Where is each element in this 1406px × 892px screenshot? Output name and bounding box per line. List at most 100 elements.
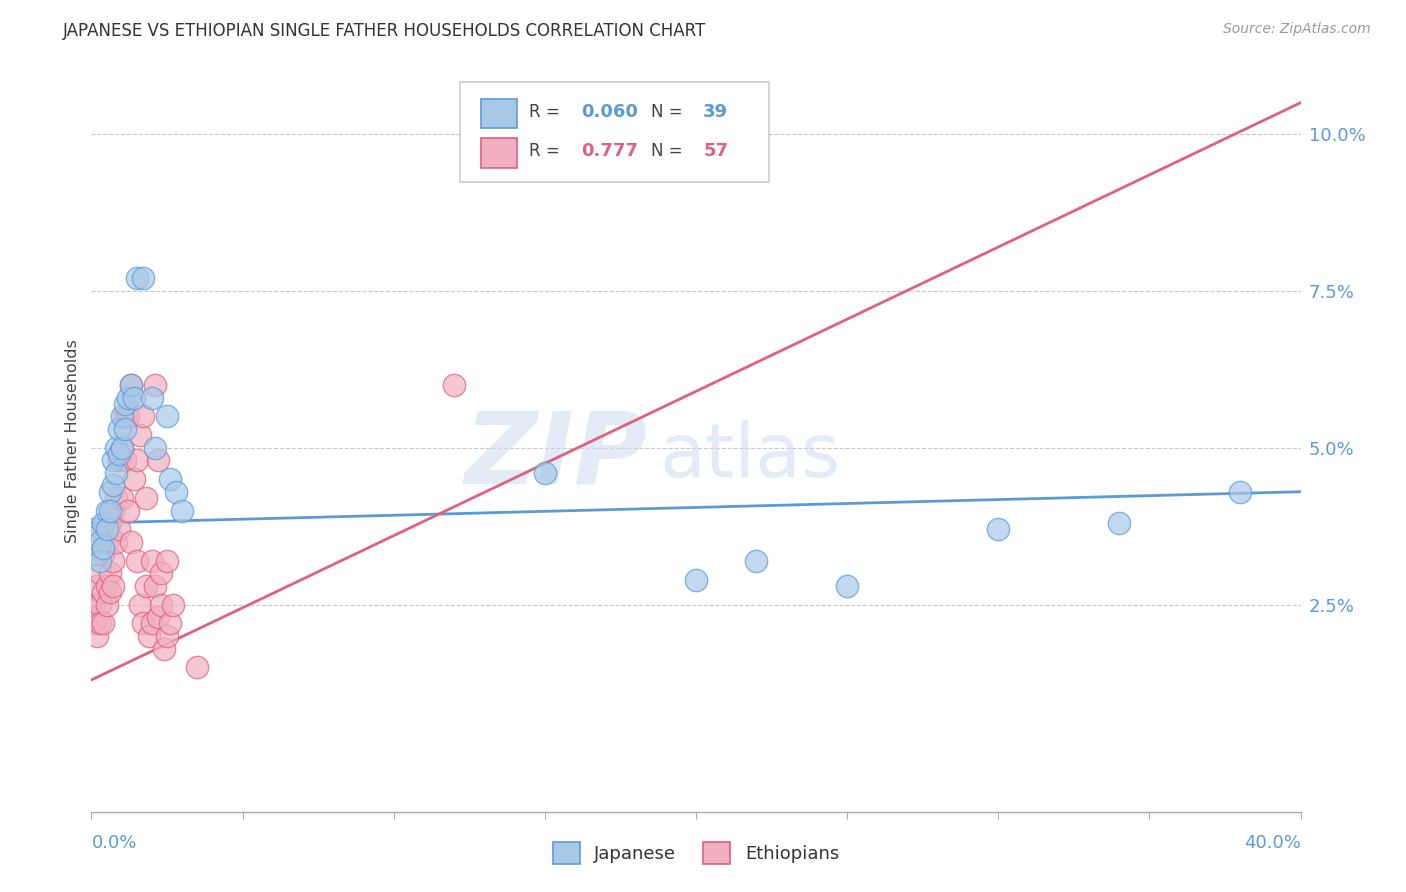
Point	[114, 453, 136, 467]
Legend: Japanese, Ethiopians: Japanese, Ethiopians	[544, 833, 848, 873]
Point	[96, 522, 118, 536]
Point	[107, 522, 129, 536]
Point	[125, 453, 148, 467]
Point	[153, 641, 176, 656]
Point	[83, 616, 105, 631]
Point	[93, 616, 115, 631]
Point	[96, 579, 118, 593]
Point	[104, 441, 127, 455]
Text: R =: R =	[529, 143, 565, 161]
Point	[107, 453, 129, 467]
Text: 0.060: 0.060	[581, 103, 638, 121]
Point	[114, 397, 136, 411]
Point	[96, 598, 118, 612]
Point	[114, 409, 136, 424]
Point	[104, 466, 127, 480]
Point	[89, 598, 111, 612]
Point	[745, 554, 768, 568]
Point	[104, 535, 127, 549]
Point	[146, 453, 169, 467]
Point	[120, 535, 142, 549]
Point	[128, 428, 150, 442]
Text: 57: 57	[703, 143, 728, 161]
Text: R =: R =	[529, 103, 565, 121]
Point	[86, 610, 108, 624]
Point	[162, 598, 184, 612]
Point	[89, 554, 111, 568]
FancyBboxPatch shape	[460, 82, 769, 183]
Point	[156, 554, 179, 568]
Point	[101, 453, 124, 467]
Point	[1108, 516, 1130, 530]
Point	[132, 616, 155, 631]
Point	[172, 503, 194, 517]
Point	[101, 554, 124, 568]
Point	[98, 484, 121, 499]
Point	[98, 585, 121, 599]
Text: Source: ZipAtlas.com: Source: ZipAtlas.com	[1223, 22, 1371, 37]
Point	[156, 629, 179, 643]
Point	[143, 378, 166, 392]
Text: 39: 39	[703, 103, 728, 121]
Point	[132, 409, 155, 424]
Point	[93, 585, 115, 599]
Point	[146, 610, 169, 624]
FancyBboxPatch shape	[481, 138, 517, 168]
Point	[98, 566, 121, 581]
Point	[135, 579, 157, 593]
Point	[138, 629, 160, 643]
Point	[159, 616, 181, 631]
Point	[96, 503, 118, 517]
Text: 0.0%: 0.0%	[91, 834, 136, 852]
Point	[107, 422, 129, 436]
Point	[1229, 484, 1251, 499]
Point	[141, 554, 163, 568]
Point	[987, 522, 1010, 536]
Point	[107, 447, 129, 461]
Point	[101, 478, 124, 492]
Point	[111, 441, 132, 455]
Point	[835, 579, 858, 593]
Point	[143, 579, 166, 593]
Point	[141, 616, 163, 631]
Point	[101, 503, 124, 517]
Point	[149, 598, 172, 612]
Text: ZIP: ZIP	[464, 408, 648, 505]
Point	[117, 503, 139, 517]
Point	[117, 391, 139, 405]
Point	[122, 391, 145, 405]
Point	[117, 409, 139, 424]
Point	[86, 579, 108, 593]
Point	[135, 491, 157, 505]
Point	[89, 566, 111, 581]
Point	[104, 491, 127, 505]
Point	[96, 535, 118, 549]
Point	[93, 541, 115, 556]
Point	[125, 271, 148, 285]
Point	[120, 378, 142, 392]
Point	[98, 516, 121, 530]
Point	[149, 566, 172, 581]
Point	[114, 422, 136, 436]
Text: N =: N =	[651, 103, 688, 121]
Point	[533, 466, 555, 480]
Point	[111, 441, 132, 455]
Point	[159, 472, 181, 486]
Point	[132, 271, 155, 285]
Point	[89, 616, 111, 631]
Point	[83, 598, 105, 612]
Point	[86, 529, 108, 543]
Text: atlas: atlas	[659, 420, 841, 493]
Point	[122, 472, 145, 486]
Point	[89, 535, 111, 549]
Text: N =: N =	[651, 143, 688, 161]
Point	[86, 548, 108, 562]
Text: 0.777: 0.777	[581, 143, 638, 161]
Point	[685, 573, 707, 587]
Point	[156, 409, 179, 424]
Y-axis label: Single Father Households: Single Father Households	[65, 340, 80, 543]
Point	[186, 660, 208, 674]
Text: 40.0%: 40.0%	[1244, 834, 1301, 852]
Point	[125, 554, 148, 568]
Point	[443, 378, 465, 392]
